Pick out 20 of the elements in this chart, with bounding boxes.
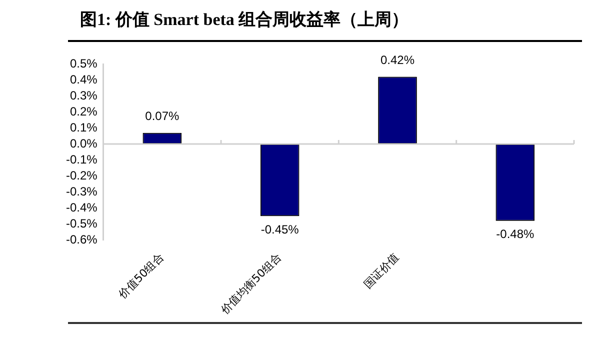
x-tick-label: 价值均衡50组合 <box>218 250 284 318</box>
data-label: 0.42% <box>380 53 415 68</box>
x-tick-label: 价值50组合 <box>115 250 166 302</box>
y-tick-label: -0.1% <box>66 152 98 166</box>
data-label: -0.45% <box>260 222 300 236</box>
y-tick-label: -0.4% <box>66 200 98 214</box>
data-label: 0.07% <box>145 109 180 124</box>
y-tick-label: -0.5% <box>66 216 98 230</box>
y-tick-label: 0.0% <box>70 136 98 150</box>
data-label: -0.48% <box>496 227 535 242</box>
chart-title: 图1: 价值 Smart beta 组合周收益率（上周） <box>80 9 409 31</box>
x-tick-label: 国证价值 <box>361 250 402 292</box>
y-tick-label: -0.6% <box>66 232 98 246</box>
y-tick-label: -0.2% <box>66 168 98 182</box>
y-tick-label: 0.5% <box>70 56 98 70</box>
y-tick-label: 0.2% <box>70 104 98 118</box>
y-tick-label: 0.4% <box>70 72 98 86</box>
y-tick-label: -0.3% <box>66 184 98 198</box>
y-tick-label: 0.3% <box>70 88 98 102</box>
y-tick-label: 0.1% <box>70 120 98 134</box>
